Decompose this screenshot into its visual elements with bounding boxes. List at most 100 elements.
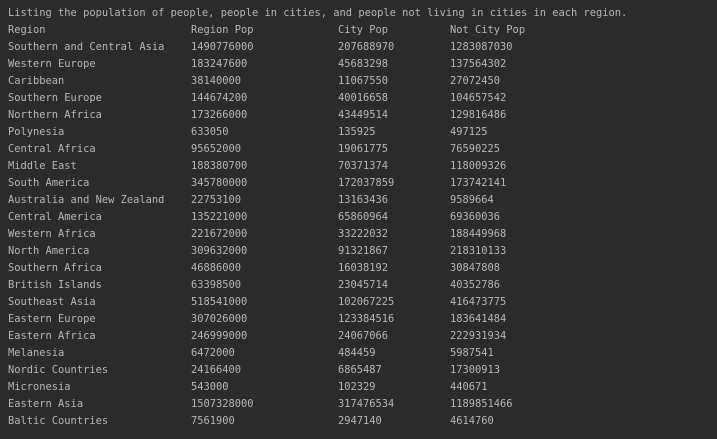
not-city-pop-cell: 497125 [450,126,488,138]
city-pop-cell: 11067550 [338,75,389,87]
region-cell: North America [8,245,90,257]
region-cell: Eastern Asia [8,398,84,410]
table-row: Central America 135221000 65860964 69360036 [8,209,717,226]
table-row: Western Europe 183247600 45683298 137564302 [8,56,717,73]
not-city-pop-cell: 9589664 [450,194,494,206]
table-row: Nordic Countries 24166400 6865487 17300913 [8,362,717,379]
table-row: Middle East 188380700 70371374 118009326 [8,158,717,175]
city-pop-cell: 207688970 [338,41,395,53]
not-city-pop-cell: 4614760 [450,415,494,427]
city-pop-cell: 33222032 [338,228,389,240]
region-cell: Southern Africa [8,262,102,274]
region-pop-cell: 6472000 [191,347,235,359]
region-pop-cell: 633050 [191,126,229,138]
city-pop-cell: 70371374 [338,160,389,172]
not-city-pop-cell: 173742141 [450,177,507,189]
table-row: Eastern Asia 1507328000 317476534 118985146… [8,396,717,413]
not-city-pop-cell: 183641484 [450,313,507,325]
region-cell: Middle East [8,160,77,172]
region-cell: British Islands [8,279,102,291]
city-pop-cell: 23045714 [338,279,389,291]
region-pop-cell: 144674200 [191,92,248,104]
region-pop-cell: 518541000 [191,296,248,308]
table-row: Southeast Asia 518541000 102067225 41647377… [8,294,717,311]
city-pop-cell: 43449514 [338,109,389,121]
region-cell: Eastern Africa [8,330,96,342]
city-pop-cell: 135925 [338,126,376,138]
region-pop-cell: 188380700 [191,160,248,172]
header-region-pop: Region Pop [191,24,254,36]
table-row: Southern and Central Asia 1490776000 20768… [8,39,717,56]
not-city-pop-cell: 40352786 [450,279,501,291]
table-row: Eastern Europe 307026000 123384516 18364148… [8,311,717,328]
not-city-pop-cell: 1283087030 [450,41,513,53]
region-cell: Southern and Central Asia [8,41,165,53]
region-pop-cell: 95652000 [191,143,242,155]
region-cell: South America [8,177,90,189]
region-cell: Nordic Countries [8,364,109,376]
region-cell: Central America [8,211,102,223]
city-pop-cell: 91321867 [338,245,389,257]
region-pop-cell: 46886000 [191,262,242,274]
region-cell: Melanesia [8,347,65,359]
region-pop-cell: 345780000 [191,177,248,189]
not-city-pop-cell: 69360036 [450,211,501,223]
not-city-pop-cell: 137564302 [450,58,507,70]
region-pop-cell: 135221000 [191,211,248,223]
region-pop-cell: 183247600 [191,58,248,70]
not-city-pop-cell: 440671 [450,381,488,393]
region-pop-cell: 221672000 [191,228,248,240]
header-city-pop: City Pop [338,24,389,36]
city-pop-cell: 6865487 [338,364,382,376]
table-row: Northern Africa 173266000 43449514 12981648… [8,107,717,124]
table-row: Micronesia 543000 102329 440671 [8,379,717,396]
city-pop-cell: 484459 [338,347,376,359]
city-pop-cell: 65860964 [338,211,389,223]
region-cell: Central Africa [8,143,96,155]
city-pop-cell: 45683298 [338,58,389,70]
table-row: South America 345780000 172037859 173742141 [8,175,717,192]
table-header-row: Region Region Pop City Pop Not City Pop [8,22,717,39]
city-pop-cell: 172037859 [338,177,395,189]
table-row: British Islands 63398500 23045714 40352786 [8,277,717,294]
city-pop-cell: 16038192 [338,262,389,274]
table-row: Eastern Africa 246999000 24067066 222931934 [8,328,717,345]
region-cell: Northern Africa [8,109,102,121]
header-region: Region [8,24,46,36]
region-cell: Southeast Asia [8,296,96,308]
not-city-pop-cell: 1189851466 [450,398,513,410]
not-city-pop-cell: 17300913 [450,364,501,376]
region-pop-cell: 7561900 [191,415,235,427]
not-city-pop-cell: 76590225 [450,143,501,155]
region-cell: Western Europe [8,58,96,70]
table-body: Southern and Central Asia 1490776000 20768… [8,39,717,430]
table-row: Polynesia 633050 135925 497125 [8,124,717,141]
city-pop-cell: 123384516 [338,313,395,325]
region-pop-cell: 22753100 [191,194,242,206]
not-city-pop-cell: 104657542 [450,92,507,104]
not-city-pop-cell: 27072450 [450,75,501,87]
region-pop-cell: 543000 [191,381,229,393]
region-pop-cell: 309632000 [191,245,248,257]
region-cell: Polynesia [8,126,65,138]
table-row: Melanesia 6472000 484459 5987541 [8,345,717,362]
table-row: Central Africa 95652000 19061775 76590225 [8,141,717,158]
table-row: Southern Europe 144674200 40016658 10465754… [8,90,717,107]
region-cell: Baltic Countries [8,415,109,427]
city-pop-cell: 40016658 [338,92,389,104]
region-pop-cell: 63398500 [191,279,242,291]
not-city-pop-cell: 30847808 [450,262,501,274]
region-cell: Eastern Europe [8,313,96,325]
not-city-pop-cell: 188449968 [450,228,507,240]
region-pop-cell: 307026000 [191,313,248,325]
city-pop-cell: 317476534 [338,398,395,410]
region-pop-cell: 1490776000 [191,41,254,53]
not-city-pop-cell: 129816486 [450,109,507,121]
region-cell: Caribbean [8,75,65,87]
table-row: Southern Africa 46886000 16038192 30847808 [8,260,717,277]
region-cell: Micronesia [8,381,71,393]
region-pop-cell: 38140000 [191,75,242,87]
city-pop-cell: 2947140 [338,415,382,427]
table-row: Caribbean 38140000 11067550 27072450 [8,73,717,90]
region-cell: Australia and New Zealand [8,194,165,206]
